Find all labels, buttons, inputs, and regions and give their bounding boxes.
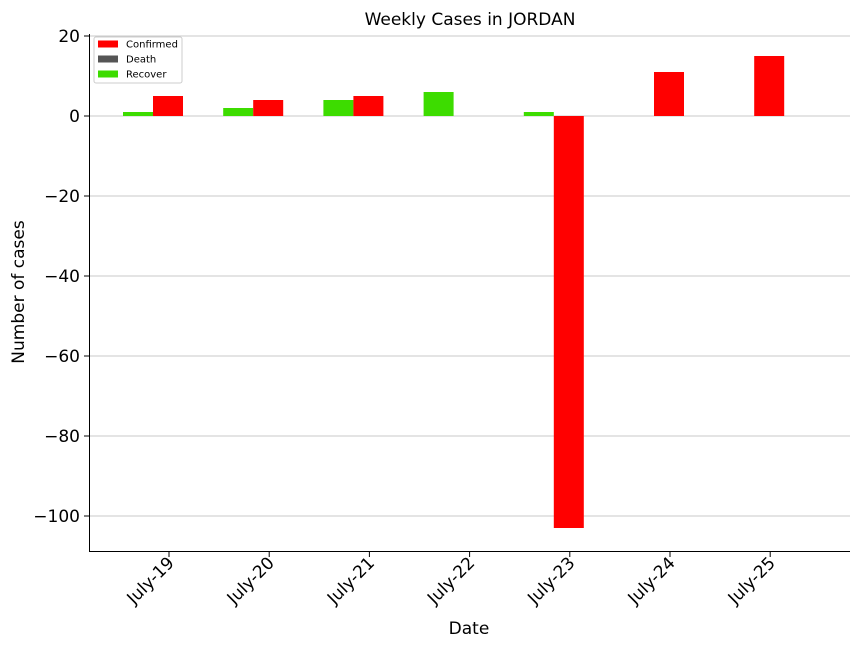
x-axis-label: Date bbox=[449, 619, 490, 639]
chart-title: Weekly Cases in JORDAN bbox=[365, 10, 576, 30]
bar-confirmed bbox=[353, 96, 384, 116]
bar-confirmed bbox=[253, 100, 284, 116]
y-ticks: 20 0 −20 −40 −60 −80 −100 bbox=[33, 27, 89, 527]
y-tick-label: −100 bbox=[33, 507, 80, 527]
x-tick-label: July-24 bbox=[624, 553, 680, 609]
x-tick-label: July-21 bbox=[323, 553, 379, 609]
y-tick-label: 20 bbox=[58, 27, 80, 47]
bars bbox=[123, 56, 785, 528]
y-tick-label: −40 bbox=[44, 267, 80, 287]
bar-recover bbox=[123, 112, 153, 116]
bar-confirmed bbox=[553, 116, 584, 528]
y-tick-label: 0 bbox=[69, 107, 80, 127]
axes bbox=[89, 34, 850, 552]
x-ticks: July-19 July-20 July-21 July-22 July-23 July-… bbox=[123, 552, 780, 609]
x-tick-label: July-23 bbox=[523, 553, 579, 609]
x-tick-label: July-19 bbox=[123, 553, 179, 609]
legend-swatch bbox=[98, 55, 118, 63]
y-tick-label: −80 bbox=[44, 427, 80, 447]
legend-swatch bbox=[98, 70, 118, 78]
x-tick-label: July-20 bbox=[223, 553, 279, 609]
grid bbox=[89, 35, 850, 517]
bar-confirmed bbox=[153, 96, 183, 116]
bar-recover bbox=[223, 108, 254, 116]
legend-label: Confirmed bbox=[126, 40, 178, 51]
legend-swatch bbox=[98, 40, 118, 48]
y-axis-label: Number of cases bbox=[9, 220, 29, 364]
bar-confirmed bbox=[754, 56, 785, 116]
bar-recover bbox=[323, 100, 354, 116]
bar-recover bbox=[523, 112, 554, 116]
x-tick-label: July-22 bbox=[423, 553, 479, 609]
y-tick-label: −20 bbox=[44, 187, 80, 207]
legend-label: Recover bbox=[126, 70, 167, 81]
x-tick-label: July-25 bbox=[724, 553, 780, 609]
bar-recover bbox=[423, 92, 454, 116]
bar-confirmed bbox=[654, 72, 684, 116]
legend: Confirmed Death Recover bbox=[93, 36, 183, 84]
legend-label: Death bbox=[126, 55, 156, 66]
y-tick-label: −60 bbox=[44, 347, 80, 367]
